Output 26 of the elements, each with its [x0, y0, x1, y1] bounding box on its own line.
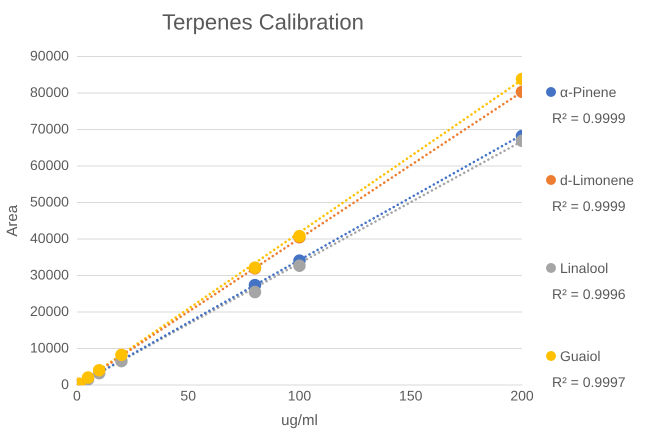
legend-label: α-Pinene [559, 84, 618, 100]
y-tick-label: 10000 [30, 340, 70, 356]
y-axis-title: Area [4, 204, 22, 237]
y-tick-label: 40000 [30, 230, 70, 246]
y-tick-label: 60000 [30, 156, 70, 173]
y-tick-label: 80000 [30, 84, 70, 100]
text: R² = 0.9997 [552, 374, 627, 390]
x-tick-label: 200 [510, 387, 534, 404]
y-tick-label: 20000 [30, 302, 70, 319]
x-tick-label: 150 [399, 387, 423, 404]
text: R² = 0.9996 [552, 286, 627, 302]
chart-title: Terpenes Calibration [162, 9, 364, 34]
text: R² = 0.9999 [552, 110, 627, 126]
x-tick-label: 100 [288, 387, 312, 404]
text: R² = 0.9999 [552, 198, 627, 214]
y-tick-label: 70000 [30, 120, 70, 136]
y-tick-label: 90000 [30, 47, 70, 64]
legend-label: d-Limonene [559, 172, 635, 188]
x-tick-label: 50 [180, 387, 196, 404]
legend-label: Linalool [559, 260, 610, 276]
y-tick-label: 0 [61, 376, 70, 392]
y-tick-label: 50000 [30, 193, 70, 210]
x-axis-title: ug/ml [281, 412, 318, 430]
x-tick-label: 0 [73, 387, 82, 404]
legend-label: Guaiol [559, 348, 602, 364]
y-tick-label: 30000 [30, 266, 70, 282]
